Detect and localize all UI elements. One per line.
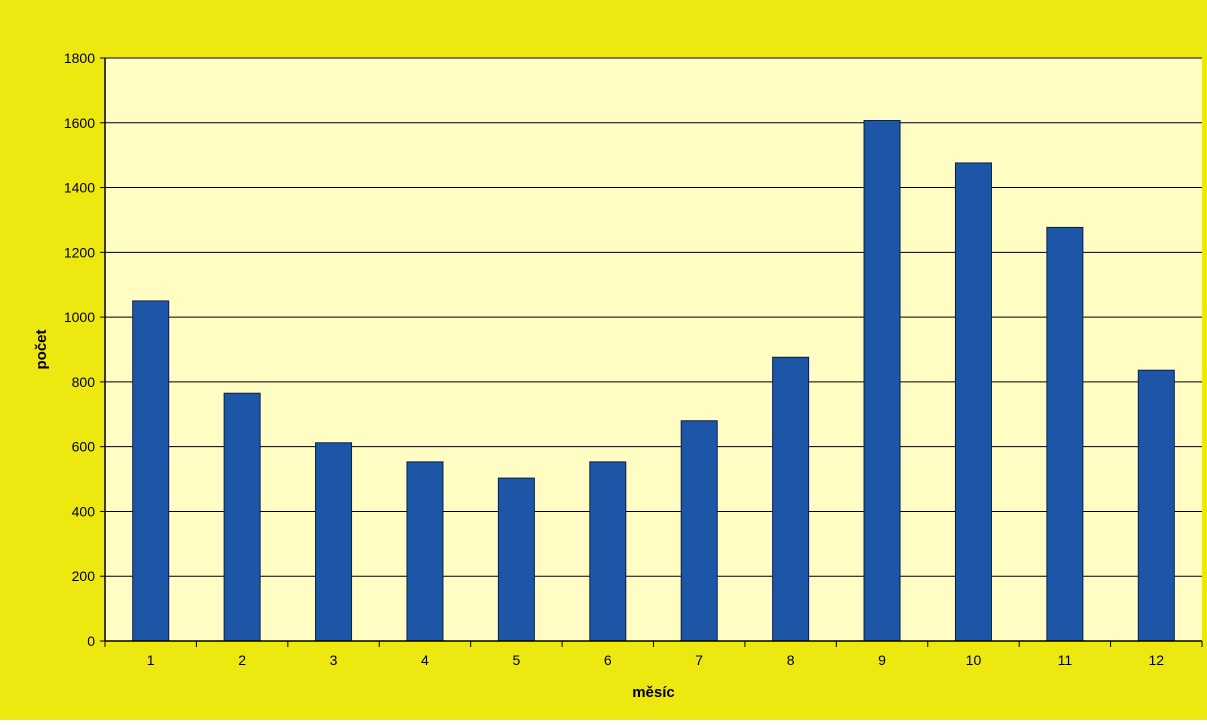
bar [497, 477, 535, 642]
x-tick-label: 1 [147, 652, 155, 668]
y-axis-label: počet [33, 329, 50, 369]
y-tick-label: 1600 [64, 115, 95, 131]
x-axis-label: měsíc [632, 684, 675, 701]
bar [223, 392, 261, 642]
x-tick-labels: 1 2 3 4 5 6 7 8 9 10 11 12 [147, 652, 1164, 668]
y-tick-label: 1800 [64, 50, 95, 66]
bars [132, 120, 1175, 642]
x-tick-label: 3 [330, 652, 338, 668]
x-tick-label: 7 [695, 652, 703, 668]
x-tick-label: 10 [966, 652, 982, 668]
plot-area [105, 58, 1202, 641]
bar [1137, 369, 1175, 642]
y-tick-label: 1000 [64, 309, 95, 325]
x-tick-label: 6 [604, 652, 612, 668]
y-tick-label: 400 [72, 503, 96, 519]
x-tick-label: 4 [421, 652, 429, 668]
bar [132, 300, 170, 642]
x-tick-label: 5 [512, 652, 520, 668]
x-tick-label: 12 [1149, 652, 1165, 668]
axes [100, 57, 1203, 647]
bar [680, 420, 718, 642]
bar [863, 120, 901, 642]
bar [1046, 226, 1084, 642]
bar [589, 461, 627, 642]
bar [954, 162, 992, 642]
y-tick-label: 800 [72, 374, 96, 390]
gridlines [105, 57, 1202, 577]
y-tick-label: 1200 [64, 244, 95, 260]
bar [315, 442, 353, 642]
y-tick-label: 600 [72, 439, 96, 455]
x-tick-label: 2 [238, 652, 246, 668]
bar [772, 356, 810, 642]
x-tick-label: 8 [787, 652, 795, 668]
y-tick-label: 200 [72, 568, 96, 584]
y-tick-label: 0 [87, 633, 95, 649]
y-tick-label: 1400 [64, 180, 95, 196]
bar [406, 461, 444, 642]
y-tick-labels: 0 200 400 600 800 1000 1200 1400 1600 1800 [64, 50, 95, 649]
x-tick-label: 11 [1058, 652, 1073, 668]
x-tick-label: 9 [878, 652, 886, 668]
